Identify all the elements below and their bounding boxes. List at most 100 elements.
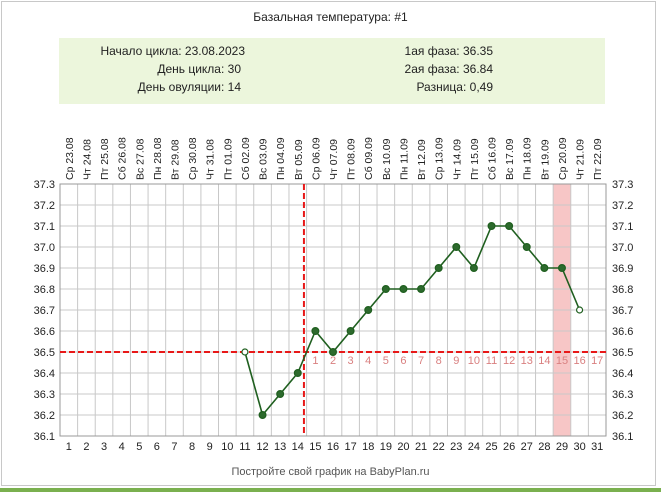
x-tick-label-date: Пн 28.08 (152, 137, 164, 180)
luteal-day-label: 3 (348, 355, 354, 367)
x-tick-label-day: 2 (83, 441, 89, 453)
data-point (364, 306, 373, 315)
ovulation-day-label: День овуляции: 14 (137, 80, 241, 94)
x-tick-label-day: 29 (556, 441, 568, 453)
series-line (244, 225, 581, 417)
x-tick-label-day: 26 (503, 441, 515, 453)
data-point (434, 264, 443, 273)
x-tick-label-date: Сб 09.09 (363, 137, 375, 180)
data-point (329, 348, 338, 357)
data-point (575, 306, 584, 314)
x-tick-label-day: 20 (397, 441, 409, 453)
luteal-day-label: 11 (486, 355, 497, 367)
x-tick-label-day: 5 (136, 441, 142, 453)
x-tick-label-date: Чт 24.08 (81, 139, 93, 180)
y-tick-label-right: 36.5 (612, 347, 633, 359)
data-point (346, 327, 355, 336)
x-tick-label-date: Вс 17.09 (504, 138, 516, 180)
x-tick-label-day: 8 (189, 441, 195, 453)
y-tick-label-right: 37.3 (612, 179, 633, 191)
y-tick-label-left: 36.4 (34, 368, 55, 380)
x-tick-label-day: 22 (433, 441, 445, 453)
x-tick-label-date: Сб 02.09 (240, 137, 252, 180)
x-tick-label-day: 21 (415, 441, 427, 453)
luteal-day-label: 9 (453, 355, 459, 367)
y-tick-label-left: 36.5 (34, 347, 55, 359)
x-tick-label-day: 11 (239, 441, 250, 453)
y-tick-label-right: 36.2 (612, 410, 633, 422)
x-tick-label-day: 10 (221, 441, 233, 453)
x-tick-label-date: Ср 06.09 (310, 137, 322, 180)
luteal-day-label: 4 (365, 355, 371, 367)
frame-border (1, 1, 656, 486)
data-point (469, 264, 478, 273)
luteal-day-label: 8 (436, 355, 442, 367)
luteal-day-label: 1 (312, 355, 318, 367)
x-tick-label-date: Вт 05.09 (293, 139, 305, 180)
x-tick-label-date: Чт 07.09 (328, 139, 340, 180)
x-tick-label-date: Пн 18.09 (522, 137, 534, 180)
y-tick-label-right: 36.1 (612, 431, 633, 443)
bottom-accent-bar (0, 488, 661, 492)
data-point (276, 390, 285, 399)
x-tick-label-date: Сб 26.08 (117, 137, 129, 180)
y-tick-label-left: 36.7 (34, 305, 55, 317)
cycle-summary-box: Начало цикла: 23.08.2023 День цикла: 30 … (59, 38, 605, 104)
x-tick-label-date: Ср 30.08 (187, 137, 199, 180)
luteal-day-label: 2 (330, 355, 336, 367)
x-tick-label-date: Вт 12.09 (416, 139, 428, 180)
data-point (399, 285, 408, 294)
y-tick-label-left: 36.2 (34, 410, 55, 422)
difference-label: Разница: 0,49 (416, 80, 493, 94)
y-tick-label-left: 37.3 (34, 179, 55, 191)
x-tick-label-date: Ср 20.09 (557, 137, 569, 180)
x-tick-label-day: 12 (256, 441, 268, 453)
phase2-label: 2ая фаза: 36.84 (404, 62, 493, 76)
y-tick-label-right: 36.7 (612, 305, 633, 317)
x-tick-label-date: Сб 16.09 (487, 137, 499, 180)
data-point (293, 369, 302, 378)
y-tick-label-right: 36.9 (612, 263, 633, 275)
x-tick-label-day: 17 (344, 441, 356, 453)
x-tick-label-day: 15 (309, 441, 321, 453)
x-tick-label-date: Вс 10.09 (381, 138, 393, 180)
cycle-day-label: День цикла: 30 (157, 62, 241, 76)
x-tick-label-date: Чт 31.08 (205, 139, 217, 180)
x-tick-label-date: Ср 13.09 (434, 137, 446, 180)
data-point (487, 222, 496, 231)
data-point (417, 285, 426, 294)
x-tick-label-date: Вс 27.08 (134, 138, 146, 180)
y-tick-label-left: 37.2 (34, 200, 55, 212)
x-tick-label-day: 16 (327, 441, 339, 453)
chart-title: Базальная температура: #1 (253, 10, 408, 24)
y-tick-label-right: 36.6 (612, 326, 633, 338)
x-tick-label-date: Пн 04.09 (275, 137, 287, 180)
x-tick-label-day: 18 (362, 441, 374, 453)
y-tick-label-left: 37.1 (34, 221, 55, 233)
luteal-day-label: 5 (383, 355, 389, 367)
data-point (241, 348, 249, 356)
x-tick-label-day: 14 (292, 441, 304, 453)
y-tick-label-left: 36.6 (34, 326, 55, 338)
luteal-day-label: 6 (400, 355, 406, 367)
x-tick-label-date: Чт 21.09 (575, 139, 587, 180)
y-tick-label-right: 37.0 (612, 242, 633, 254)
data-point (311, 327, 320, 336)
luteal-day-label: 15 (556, 355, 568, 367)
x-tick-label-day: 7 (171, 441, 177, 453)
x-tick-label-day: 6 (154, 441, 160, 453)
phase1-label: 1ая фаза: 36.35 (404, 44, 493, 58)
data-point (557, 264, 566, 273)
y-tick-label-right: 36.8 (612, 284, 633, 296)
data-point (522, 243, 531, 252)
x-tick-label-day: 27 (521, 441, 533, 453)
y-tick-label-left: 37.0 (34, 242, 55, 254)
x-tick-label-day: 19 (380, 441, 392, 453)
x-tick-label-day: 30 (573, 441, 585, 453)
luteal-day-label: 17 (591, 355, 603, 367)
x-tick-label-date: Ср 23.08 (64, 137, 76, 180)
x-tick-label-date: Пт 25.08 (99, 138, 111, 180)
x-tick-label-date: Пт 01.09 (222, 138, 234, 180)
